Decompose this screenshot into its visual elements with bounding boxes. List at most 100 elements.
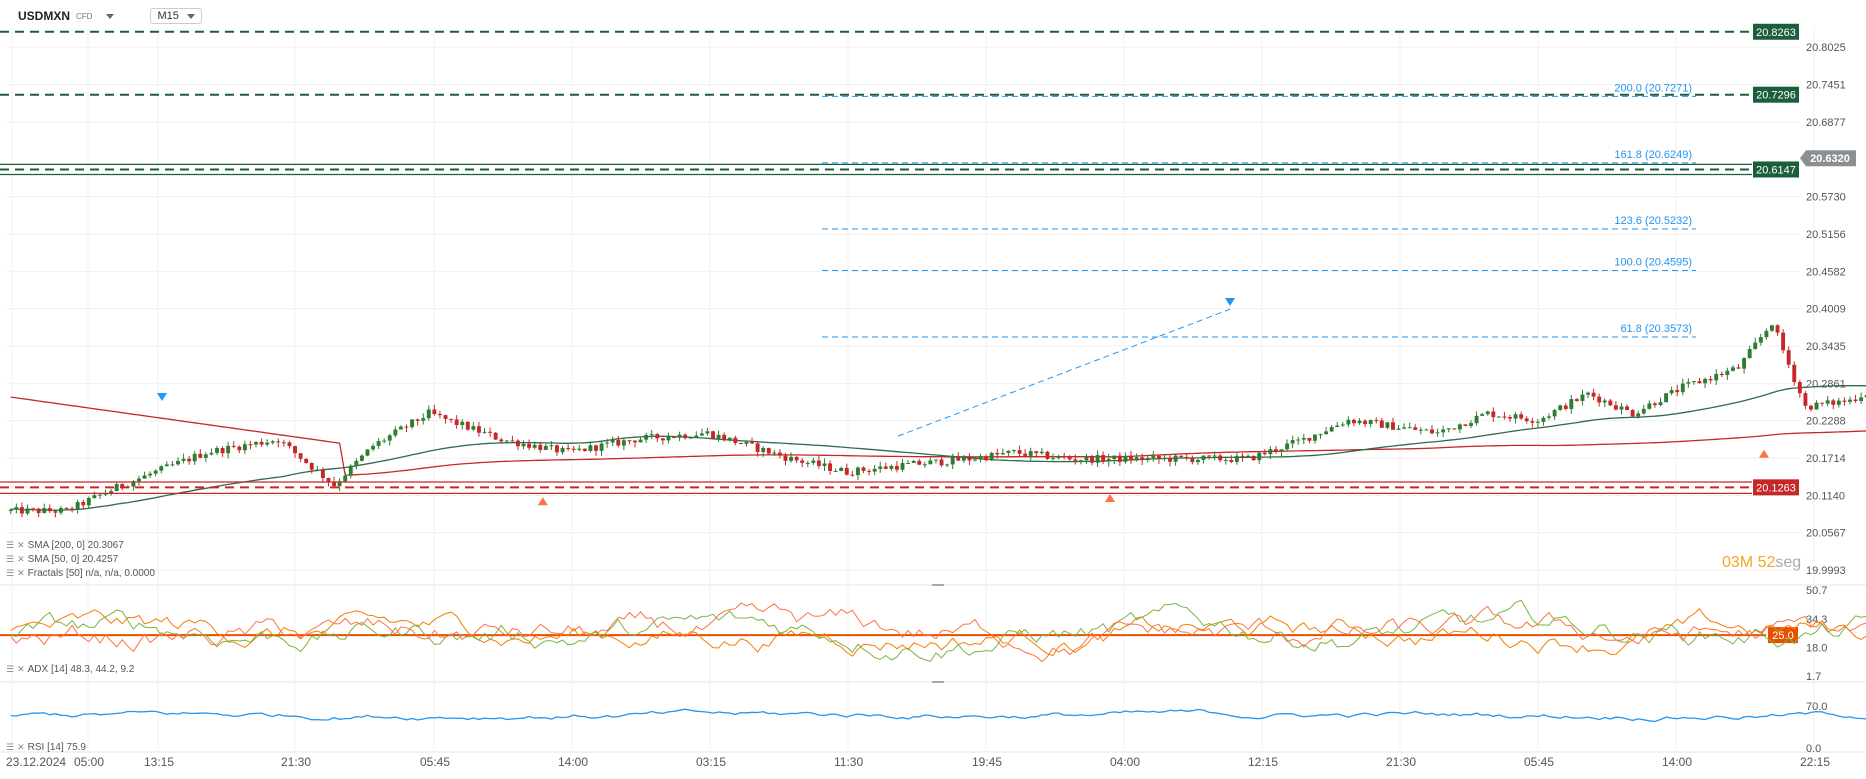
candle-body: [549, 445, 554, 447]
candle: [176, 457, 180, 466]
price-axis[interactable]: 20.8025 20.7451 20.6877 20.5730 20.5156 20.45…: [1800, 42, 1856, 577]
candle: [1452, 428, 1457, 430]
candle: [371, 443, 376, 452]
candle-body: [1513, 414, 1518, 419]
candle-body: [376, 441, 381, 446]
candle-body: [1129, 455, 1133, 461]
candle: [1652, 401, 1657, 408]
candle-body: [1820, 402, 1825, 404]
candle: [1056, 454, 1061, 460]
candle-body: [1859, 397, 1864, 402]
candle-body: [694, 435, 699, 438]
settings-icon[interactable]: ☰: [6, 742, 15, 752]
candle-body: [750, 441, 754, 444]
candle-body: [527, 443, 532, 448]
candle: [1714, 369, 1719, 385]
candle-body: [816, 460, 821, 466]
price-tick-label: 20.2861: [1806, 378, 1846, 390]
symbol-type: CFD: [76, 11, 93, 21]
candle-body: [1641, 408, 1646, 414]
candle-body: [1123, 455, 1128, 462]
candle-body: [98, 494, 102, 496]
indicator-rsi[interactable]: ☰ ✕ RSI [14] 75.9: [6, 742, 86, 753]
candle: [81, 499, 86, 510]
candle: [1574, 398, 1579, 402]
indicator-sma200[interactable]: ☰ ✕ SMA [200, 0] 20.3067: [6, 540, 124, 551]
candle-body: [398, 426, 403, 430]
candle-body: [504, 440, 509, 442]
candle: [599, 440, 604, 456]
candle: [237, 445, 242, 453]
candle-body: [1597, 396, 1602, 403]
remove-icon[interactable]: ✕: [17, 568, 25, 578]
candle: [1117, 452, 1122, 466]
candle-body: [599, 443, 604, 451]
candle: [1123, 452, 1128, 464]
candle-body: [967, 457, 972, 461]
candle-body: [1396, 428, 1401, 430]
candle: [1017, 445, 1022, 457]
remove-icon[interactable]: ✕: [17, 742, 25, 752]
candle-body: [1335, 425, 1340, 427]
settings-icon[interactable]: ☰: [6, 540, 15, 550]
price-tick-label: 20.4582: [1806, 266, 1846, 278]
candle-body: [142, 475, 147, 479]
candle-body: [1023, 453, 1028, 456]
fibonacci-levels[interactable]: 200.0 (20.7271) 161.8 (20.6249) 123.6 (20.…: [822, 82, 1696, 437]
candle-body: [181, 458, 186, 461]
candle: [527, 439, 532, 451]
candle-body: [1508, 417, 1512, 419]
candle: [1613, 401, 1618, 411]
candle: [1797, 379, 1802, 398]
candle-body: [1792, 364, 1797, 383]
candle: [92, 491, 97, 499]
indicator-rsi-label: RSI [14] 75.9: [27, 742, 86, 753]
time-axis[interactable]: 23.12.2024 05:00 13:15 21:30 05:45 14:00 03:15…: [0, 751, 1866, 769]
horizontal-levels[interactable]: 20.8263 20.7296 20.6147 20.1263: [0, 23, 1799, 496]
settings-icon[interactable]: ☰: [6, 554, 15, 564]
indicator-adx-label: ADX [14] 48.3, 44.2, 9.2: [27, 664, 135, 675]
candle-body: [1301, 437, 1306, 440]
candle: [1112, 455, 1117, 465]
symbol-name[interactable]: USDMXN: [18, 9, 71, 23]
candle-body: [298, 453, 303, 459]
candle-body: [1547, 416, 1551, 418]
candle: [1207, 455, 1212, 460]
settings-icon[interactable]: ☰: [6, 664, 15, 674]
candle: [610, 436, 615, 447]
symbol-dropdown-icon[interactable]: [106, 13, 115, 19]
candle: [766, 447, 771, 456]
level-tag-label: 20.1263: [1756, 482, 1796, 494]
candle-body: [1608, 400, 1613, 406]
indicator-fractals[interactable]: ☰ ✕ Fractals [50] n/a, n/a, 0.0000: [6, 568, 155, 579]
candle-body: [426, 409, 431, 419]
candle: [1151, 451, 1156, 462]
candle: [404, 424, 409, 432]
candle: [1530, 417, 1535, 428]
candle-body: [8, 509, 13, 511]
indicator-sma50[interactable]: ☰ ✕ SMA [50, 0] 20.4257: [6, 554, 118, 565]
remove-icon[interactable]: ✕: [17, 664, 25, 674]
candle: [1407, 422, 1412, 429]
candle-body: [198, 453, 203, 458]
candle-body: [1569, 399, 1574, 409]
indicator-adx[interactable]: ☰ ✕ ADX [14] 48.3, 44.2, 9.2: [6, 664, 134, 675]
remove-icon[interactable]: ✕: [17, 540, 25, 550]
candle: [25, 504, 30, 516]
candle-body: [64, 508, 69, 510]
candle: [1747, 345, 1752, 359]
timeframe-select[interactable]: M15: [150, 8, 202, 24]
candle: [1524, 416, 1529, 424]
candle: [354, 458, 359, 470]
candle-body: [922, 464, 927, 466]
settings-icon[interactable]: ☰: [6, 568, 15, 578]
candle-body: [137, 478, 141, 482]
candle: [906, 459, 911, 464]
candle: [1586, 391, 1590, 399]
countdown-seconds: 52: [1757, 554, 1776, 571]
remove-icon[interactable]: ✕: [17, 554, 25, 564]
candle: [1285, 439, 1290, 452]
candle-body: [1017, 450, 1022, 454]
candle: [571, 445, 576, 453]
